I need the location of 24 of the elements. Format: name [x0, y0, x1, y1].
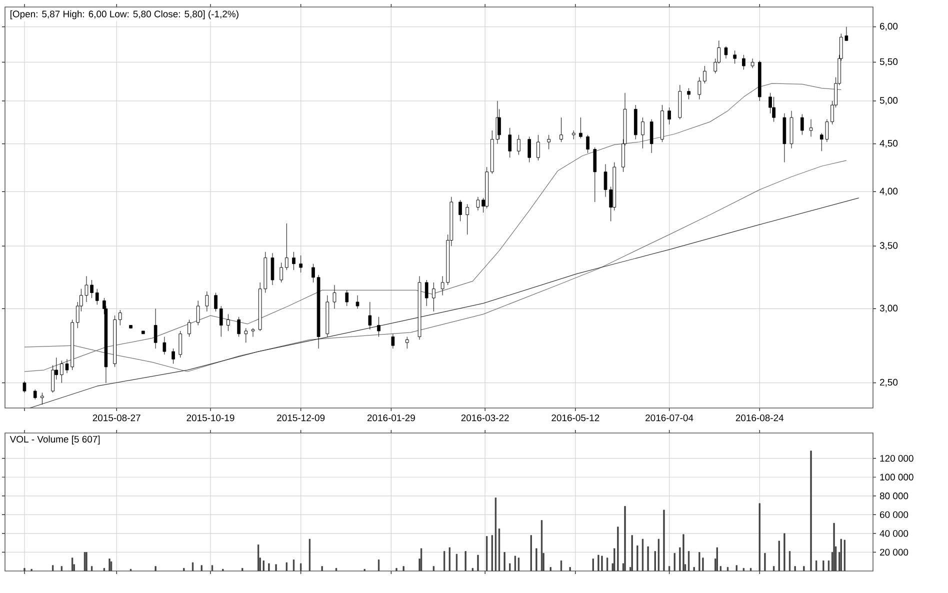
y-tick-label: 4,50	[880, 140, 898, 148]
y-tick-label: 120 000	[880, 454, 914, 462]
chart-title: VOL - Volume [5 607]	[10, 436, 100, 444]
x-tick-label: 2016-07-04	[646, 414, 694, 422]
y-tick-label: 5,50	[880, 58, 898, 66]
y-tick-label: 6,00	[880, 22, 898, 31]
y-tick-label: 20 000	[880, 548, 908, 556]
x-tick-label: 2016-03-22	[461, 414, 509, 422]
y-tick-label: 5,00	[880, 97, 898, 105]
x-tick-label: 2015-10-19	[186, 414, 234, 422]
x-tick-label: 2015-08-27	[92, 414, 140, 422]
chart-title: [Open: 5,87 High: 6,00 Low: 5,80 Close: 5,80] (-1,2%)	[10, 10, 238, 20]
y-tick-label: 80 000	[880, 492, 908, 500]
x-tick-label: 2016-08-24	[736, 414, 784, 422]
x-tick-label: 2016-01-29	[367, 414, 415, 422]
y-tick-label: 100 000	[880, 474, 914, 480]
y-tick-label: 3,00	[880, 304, 898, 313]
x-tick-label: 2015-12-09	[277, 414, 325, 422]
y-tick-label: 40 000	[880, 530, 908, 537]
x-tick-label: 2016-05-12	[552, 414, 600, 422]
y-tick-label: 4,00	[880, 188, 898, 196]
y-tick-label: 3,50	[880, 242, 898, 250]
y-tick-label: 60 000	[880, 511, 908, 518]
y-tick-label: 2,50	[880, 378, 898, 387]
